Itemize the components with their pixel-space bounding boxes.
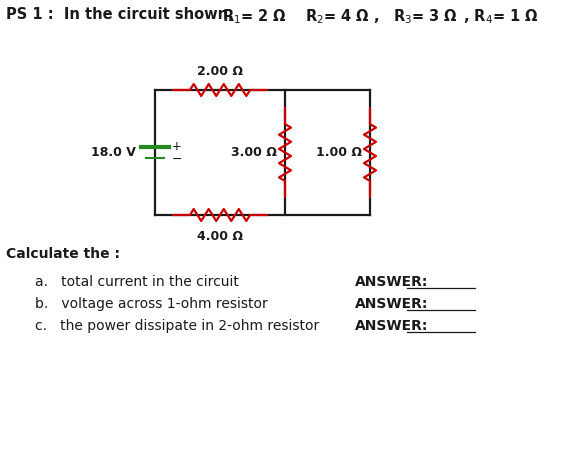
Text: , R$_4$= 1 Ω: , R$_4$= 1 Ω: [463, 7, 539, 26]
Text: R$_1$= 2 Ω: R$_1$= 2 Ω: [222, 7, 287, 26]
Text: 2.00 Ω: 2.00 Ω: [197, 65, 243, 78]
Text: R$_2$= 4 Ω ,: R$_2$= 4 Ω ,: [305, 7, 380, 26]
Text: 3.00 Ω: 3.00 Ω: [231, 146, 277, 159]
Text: b.   voltage across 1-ohm resistor: b. voltage across 1-ohm resistor: [35, 297, 268, 311]
Text: Calculate the :: Calculate the :: [6, 247, 120, 261]
Text: ANSWER:: ANSWER:: [355, 297, 428, 311]
Text: 1.00 Ω: 1.00 Ω: [316, 146, 362, 159]
Text: +: +: [172, 140, 182, 152]
Text: ANSWER:: ANSWER:: [355, 319, 428, 333]
Text: c.   the power dissipate in 2-ohm resistor: c. the power dissipate in 2-ohm resistor: [35, 319, 319, 333]
Text: −: −: [172, 152, 182, 165]
Text: PS 1 :  In the circuit shown,: PS 1 : In the circuit shown,: [6, 7, 234, 22]
Text: ANSWER:: ANSWER:: [355, 275, 428, 289]
Text: R$_3$= 3 Ω: R$_3$= 3 Ω: [393, 7, 458, 26]
Text: a.   total current in the circuit: a. total current in the circuit: [35, 275, 239, 289]
Text: 18.0 V: 18.0 V: [91, 146, 136, 159]
Text: 4.00 Ω: 4.00 Ω: [197, 230, 243, 243]
